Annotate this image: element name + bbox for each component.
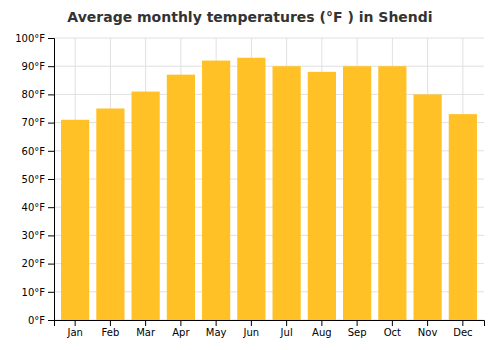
tick: Jan <box>66 320 82 338</box>
tick-mark <box>180 320 181 326</box>
tick-mark <box>48 235 54 236</box>
tick-mark <box>321 320 322 326</box>
tick: May <box>206 320 227 338</box>
tick: Oct <box>384 320 401 338</box>
tick: 0°F <box>28 315 54 326</box>
title: Average monthly temperatures (°F ) in Sh… <box>67 9 432 25</box>
bar <box>378 66 406 320</box>
tick-mark <box>48 151 54 152</box>
tick: Jun <box>243 320 260 338</box>
tick-mark <box>145 320 146 326</box>
tick-mark <box>48 264 54 265</box>
tick: 70°F <box>22 117 54 128</box>
tick: 90°F <box>22 61 54 72</box>
tick: 40°F <box>22 202 54 213</box>
tick: Nov <box>418 320 438 338</box>
tick: 80°F <box>22 89 54 100</box>
tick-label: Jun <box>243 327 260 338</box>
plot: Jan Feb Mar Apr May Jun Jul Aug Sep Oct Nov Dec 0°F 1… <box>15 33 484 338</box>
tick: Aug <box>312 320 332 338</box>
tick-mark <box>392 320 393 326</box>
tick-label: Oct <box>384 327 401 338</box>
tick-label: 70°F <box>22 117 46 128</box>
tick: Jul <box>280 320 293 338</box>
tick-label: May <box>206 327 227 338</box>
tick-label: 30°F <box>22 230 46 241</box>
grid-line <box>54 66 484 67</box>
tick-label: 10°F <box>22 287 46 298</box>
tick-label: Mar <box>136 327 156 338</box>
tick-mark <box>357 320 358 326</box>
tick-label: Sep <box>348 327 367 338</box>
tick-mark <box>75 320 76 326</box>
tick-label: 90°F <box>22 61 46 72</box>
bar <box>96 109 124 321</box>
chart: Average monthly temperatures (°F ) in Sh… <box>0 0 500 350</box>
bar <box>237 58 265 320</box>
bar <box>343 66 371 320</box>
tick-label: 80°F <box>22 89 46 100</box>
tick-mark <box>48 66 54 67</box>
tick: 20°F <box>22 258 54 269</box>
tick-label: Feb <box>102 327 120 338</box>
x-axis: Jan Feb Mar Apr May Jun Jul Aug Sep Oct Nov Dec <box>55 320 485 338</box>
tick-mark <box>216 320 217 326</box>
tick-mark <box>251 320 252 326</box>
tick-label: 20°F <box>22 258 46 269</box>
bar <box>273 66 301 320</box>
bar <box>167 75 195 320</box>
tick-label: Jan <box>66 327 82 338</box>
tick: 100°F <box>15 33 54 44</box>
tick-mark <box>462 320 463 326</box>
tick-label: 50°F <box>22 174 46 185</box>
grid <box>54 38 484 320</box>
tick-mark <box>48 94 54 95</box>
tick-mark <box>48 292 54 293</box>
tick-mark <box>110 320 111 326</box>
tick-label: Aug <box>312 327 332 338</box>
bars <box>61 58 477 320</box>
tick-mark <box>48 38 54 39</box>
tick-label: 60°F <box>22 146 46 157</box>
tick-mark <box>48 123 54 124</box>
tick-mark <box>427 320 428 326</box>
tick-mark <box>286 320 287 326</box>
tick-label: Apr <box>172 327 190 338</box>
tick: Mar <box>136 320 156 338</box>
tick: 30°F <box>22 230 54 241</box>
grid-line <box>54 38 484 39</box>
tick: 50°F <box>22 174 54 185</box>
tick: Sep <box>348 320 367 338</box>
tick-label: 100°F <box>15 33 45 44</box>
tick-label: Dec <box>453 327 472 338</box>
bar <box>308 72 336 320</box>
axis-line <box>48 39 55 321</box>
tick-label: Jul <box>280 327 293 338</box>
tick: Dec <box>453 320 472 338</box>
y-axis: 0°F 10°F 20°F 30°F 40°F 50°F 60°F 70°F 80°F 90°F 1… <box>15 33 54 326</box>
tick-mark <box>48 207 54 208</box>
tick: 10°F <box>22 287 54 298</box>
tick: Feb <box>102 320 120 338</box>
bar <box>132 92 160 320</box>
tick: Apr <box>172 320 190 338</box>
tick: 60°F <box>22 146 54 157</box>
bar <box>61 120 89 320</box>
tick-label: Nov <box>418 327 438 338</box>
bar <box>202 61 230 320</box>
bar <box>449 114 477 320</box>
bar <box>414 94 442 320</box>
tick-label: 40°F <box>22 202 46 213</box>
tick-label: 0°F <box>28 315 45 326</box>
axis-line <box>55 321 485 327</box>
tick-mark <box>48 179 54 180</box>
tick-mark <box>48 320 54 321</box>
